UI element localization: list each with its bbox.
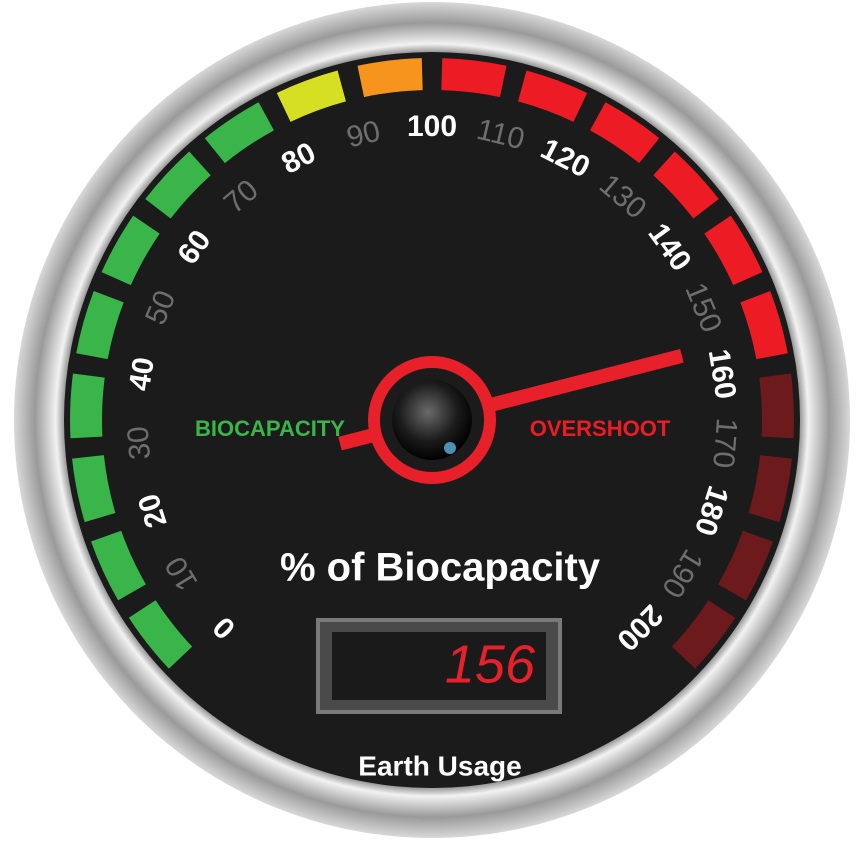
- chart-title: % of Biocapacity: [280, 546, 601, 590]
- right-label: OVERSHOOT: [530, 416, 671, 441]
- hub-glint: [444, 442, 456, 454]
- band-segment: [70, 374, 105, 439]
- tick-label: 100: [407, 110, 457, 143]
- tick-label: 170: [706, 417, 743, 469]
- band-segment: [759, 374, 794, 439]
- left-label: BIOCAPACITY: [195, 416, 345, 441]
- display-value: 156: [445, 634, 536, 694]
- display-label: Earth Usage: [358, 750, 521, 781]
- tick-label: 30: [122, 425, 158, 461]
- hub-knob: [392, 380, 472, 460]
- gauge: 0102030405060708090100110120130140150160…: [0, 0, 857, 847]
- tick-label: 40: [123, 355, 161, 393]
